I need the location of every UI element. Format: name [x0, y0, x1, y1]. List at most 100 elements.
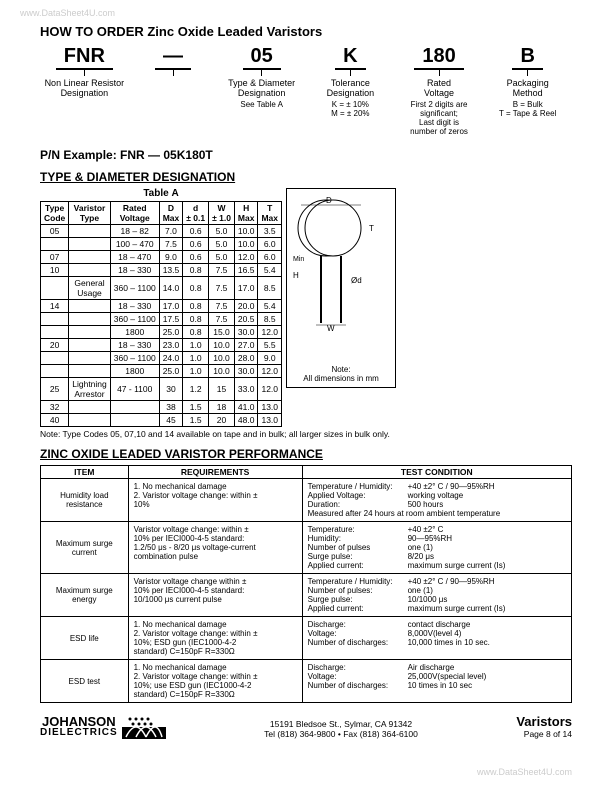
- table-cell: 0.6: [183, 251, 209, 264]
- table-cell: 20.5: [234, 313, 258, 326]
- table-cell: 15.0: [209, 326, 235, 339]
- table-cell: 47 - 1100: [110, 378, 159, 401]
- svg-text:T: T: [369, 224, 374, 233]
- table-cell: 7.5: [209, 300, 235, 313]
- order-big: B: [512, 45, 542, 70]
- table-cell: 38: [159, 401, 183, 414]
- table-cell: 16.5: [234, 264, 258, 277]
- order-label: Rated Voltage: [424, 78, 454, 98]
- footer-addr1: 15191 Bledsoe St., Sylmar, CA 91342: [166, 719, 517, 729]
- table-row: 360 – 110024.01.010.028.09.0: [41, 352, 282, 365]
- table-cell: [69, 352, 111, 365]
- perf-req: Varistor voltage change: within ± 10% pe…: [128, 522, 302, 574]
- table-cell: 18 – 82: [110, 225, 159, 238]
- table-cell: [69, 300, 111, 313]
- table-cell: 48.0: [234, 414, 258, 427]
- order-sub: See Table A: [240, 100, 283, 109]
- table-cell: 20: [41, 339, 69, 352]
- table-cell: 9.0: [258, 352, 282, 365]
- perf-req: Varistor voltage change within ± 10% per…: [128, 574, 302, 617]
- table-cell: [41, 326, 69, 339]
- table-cell: 7.5: [209, 313, 235, 326]
- order-part: —: [129, 45, 218, 136]
- order-big: —: [155, 45, 191, 70]
- table-cell: 6.0: [258, 251, 282, 264]
- table-cell: 15: [209, 378, 235, 401]
- table-cell: 25.0: [159, 326, 183, 339]
- table-cell: 18: [209, 401, 235, 414]
- perf-header: TEST CONDITION: [302, 466, 571, 479]
- table-cell: [69, 225, 111, 238]
- table-cell: 8.5: [258, 277, 282, 300]
- perf-req: 1. No mechanical damage 2. Varistor volt…: [128, 660, 302, 703]
- perf-item: ESD test: [41, 660, 129, 703]
- dimension-diagram: D T H Min Ød W Note: All dimensions in m…: [286, 188, 396, 388]
- table-cell: 17.0: [159, 300, 183, 313]
- table-header: Type Code: [41, 202, 69, 225]
- table-row: 1418 – 33017.00.87.520.05.4: [41, 300, 282, 313]
- table-row: 40451.52048.013.0: [41, 414, 282, 427]
- table-cell: 25: [41, 378, 69, 401]
- perf-req: 1. No mechanical damage 2. Varistor volt…: [128, 617, 302, 660]
- table-cell: [41, 365, 69, 378]
- table-cell: 10.0: [209, 352, 235, 365]
- perf-header: ITEM: [41, 466, 129, 479]
- table-cell: 1.0: [183, 352, 209, 365]
- table-cell: 18 – 330: [110, 300, 159, 313]
- perf-row: ESD life 1. No mechanical damage 2. Vari…: [41, 617, 572, 660]
- order-sub: K = ± 10% M = ± 20%: [331, 100, 369, 118]
- table-cell: [69, 365, 111, 378]
- table-row: 360 – 110017.50.87.520.58.5: [41, 313, 282, 326]
- table-row: 0718 – 4709.00.65.012.06.0: [41, 251, 282, 264]
- table-cell: 1800: [110, 365, 159, 378]
- table-row: 32381.51841.013.0: [41, 401, 282, 414]
- table-cell: 0.6: [183, 225, 209, 238]
- perf-cond: Temperature / Humidity:+40 ±2° C / 90—95…: [302, 479, 571, 522]
- perf-cond: Discharge:contact dischargeVoltage:8,000…: [302, 617, 571, 660]
- perf-row: ESD test 1. No mechanical damage 2. Vari…: [41, 660, 572, 703]
- table-cell: 13.0: [258, 414, 282, 427]
- order-label: Non Linear Resistor Designation: [45, 78, 125, 98]
- table-cell: [69, 339, 111, 352]
- table-cell: 17.5: [159, 313, 183, 326]
- pn-example: P/N Example: FNR — 05K180T: [40, 148, 572, 162]
- svg-text:W: W: [327, 324, 335, 333]
- table-cell: 1.0: [183, 365, 209, 378]
- logo-sub: DIELECTRICS: [40, 728, 118, 738]
- page-title: HOW TO ORDER Zinc Oxide Leaded Varistors: [40, 24, 572, 39]
- table-cell: 30.0: [234, 326, 258, 339]
- note-line: Note: Type Codes 05, 07,10 and 14 availa…: [40, 429, 572, 439]
- footer-addr2: Tel (818) 364-9800 • Fax (818) 364-6100: [166, 729, 517, 739]
- table-cell: 25.0: [159, 365, 183, 378]
- table-cell: 1.0: [183, 339, 209, 352]
- table-cell: [110, 414, 159, 427]
- table-cell: 07: [41, 251, 69, 264]
- table-cell: 1800: [110, 326, 159, 339]
- table-cell: 0.8: [183, 264, 209, 277]
- table-cell: 13.0: [258, 401, 282, 414]
- table-cell: 3.5: [258, 225, 282, 238]
- table-cell: 10: [41, 264, 69, 277]
- table-cell: 0.8: [183, 313, 209, 326]
- table-cell: [69, 326, 111, 339]
- performance-table: ITEMREQUIREMENTSTEST CONDITION Humidity …: [40, 465, 572, 703]
- performance-heading: ZINC OXIDE LEADED VARISTOR PERFORMANCE: [40, 447, 572, 461]
- perf-item: ESD life: [41, 617, 129, 660]
- table-cell: [69, 238, 111, 251]
- order-part: FNR Non Linear Resistor Designation: [40, 45, 129, 136]
- order-big: 05: [243, 45, 281, 70]
- table-cell: 20.0: [234, 300, 258, 313]
- table-cell: 1.5: [183, 401, 209, 414]
- table-cell: 5.5: [258, 339, 282, 352]
- table-cell: 360 – 1100: [110, 352, 159, 365]
- table-cell: 24.0: [159, 352, 183, 365]
- table-a-caption: Table A: [40, 188, 282, 199]
- table-row: General Usage360 – 110014.00.87.517.08.5: [41, 277, 282, 300]
- footer-logo: JOHANSON DIELECTRICS: [40, 713, 166, 739]
- footer-address: 15191 Bledsoe St., Sylmar, CA 91342 Tel …: [166, 719, 517, 739]
- table-cell: 10.0: [234, 238, 258, 251]
- table-cell: [69, 313, 111, 326]
- perf-item: Maximum surge energy: [41, 574, 129, 617]
- table-header: Varistor Type: [69, 202, 111, 225]
- table-cell: 30.0: [234, 365, 258, 378]
